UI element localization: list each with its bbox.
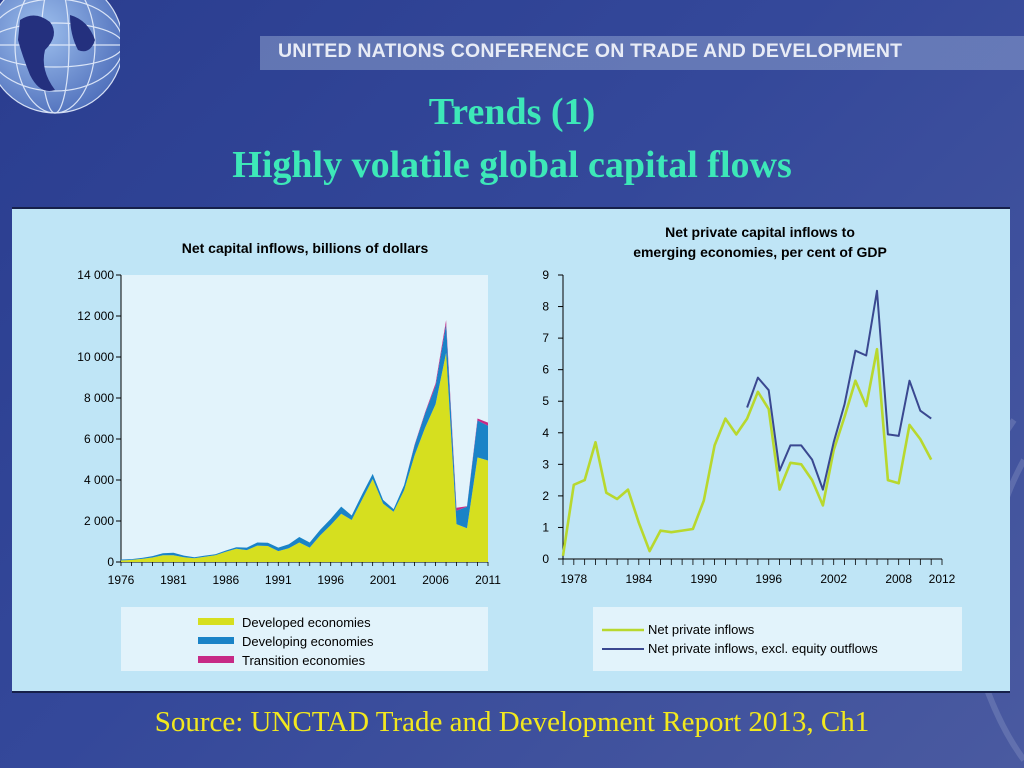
right-chart-ticks: 0 1 2 3 4 5 6 7 8 9 1978 1984 1990 1996 2002 2008 2012 <box>542 268 955 586</box>
right-y-tick-label: 2 <box>542 489 549 503</box>
charts-svg: Net capital inflows, billions of dollars… <box>77 224 962 671</box>
left-y-tick-label: 8 000 <box>84 391 114 405</box>
legend-label-developed: Developed economies <box>242 615 371 630</box>
left-x-tick-label: 1981 <box>160 573 187 587</box>
left-chart-areas <box>121 320 488 562</box>
left-y-tick-label: 10 000 <box>77 350 114 364</box>
charts-panel: Net capital inflows, billions of dollars… <box>12 207 1010 693</box>
banner-text: UNITED NATIONS CONFERENCE ON TRADE AND D… <box>278 40 903 62</box>
left-x-tick-label: 1986 <box>213 573 240 587</box>
legend-label-developing: Developing economies <box>242 634 374 649</box>
right-chart-lines <box>561 289 933 556</box>
right-x-tick-label: 1984 <box>625 572 652 586</box>
left-y-tick-label: 14 000 <box>77 268 114 282</box>
slide-title: Trends (1) <box>428 91 596 133</box>
legend-label-net-private-excl: Net private inflows, excl. equity outflo… <box>648 641 878 656</box>
legend-label-net-private: Net private inflows <box>648 622 755 637</box>
legend-swatch-transition <box>198 656 234 663</box>
globe-logo <box>0 0 120 114</box>
line-net-private-inflows <box>561 347 933 556</box>
left-chart-title: Net capital inflows, billions of dollars <box>182 240 429 256</box>
left-x-tick-label: 2011 <box>475 573 501 587</box>
legend-swatch-developed <box>198 618 234 625</box>
left-y-tick-label: 12 000 <box>77 309 114 323</box>
left-x-tick-label: 1991 <box>265 573 292 587</box>
left-x-tick-label: 1996 <box>317 573 344 587</box>
right-x-tick-label: 2012 <box>929 572 956 586</box>
right-x-tick-label: 2008 <box>885 572 912 586</box>
source-note: Source: UNCTAD Trade and Development Rep… <box>154 706 870 738</box>
left-x-tick-label: 2001 <box>370 573 397 587</box>
left-y-tick-label: 0 <box>107 555 114 569</box>
legend-label-transition: Transition economies <box>242 653 366 668</box>
right-y-tick-label: 9 <box>542 268 549 282</box>
left-y-tick-label: 6 000 <box>84 432 114 446</box>
left-legend: Developed economies Developing economies… <box>198 615 374 668</box>
left-x-tick-label: 2006 <box>422 573 449 587</box>
legend-swatch-developing <box>198 637 234 644</box>
right-x-tick-label: 1990 <box>690 572 717 586</box>
slide-subtitle: Highly volatile global capital flows <box>232 144 792 186</box>
right-x-tick-label: 2002 <box>820 572 847 586</box>
header-banner <box>260 36 1024 70</box>
right-y-tick-label: 4 <box>542 426 549 440</box>
right-y-tick-label: 5 <box>542 394 549 408</box>
right-y-tick-label: 6 <box>542 363 549 377</box>
right-y-tick-label: 8 <box>542 300 549 314</box>
right-y-tick-label: 1 <box>542 520 549 534</box>
right-x-tick-label: 1996 <box>755 572 782 586</box>
right-legend-box <box>593 607 962 671</box>
right-y-tick-label: 0 <box>542 552 549 566</box>
left-x-tick-label: 1976 <box>108 573 135 587</box>
area-developed-economies <box>121 352 488 562</box>
right-chart-title-line2: emerging economies, per cent of GDP <box>633 244 887 260</box>
right-chart-axes <box>562 275 942 560</box>
left-legend-box <box>121 607 488 671</box>
left-y-tick-label: 4 000 <box>84 473 114 487</box>
right-x-tick-label: 1978 <box>560 572 587 586</box>
right-y-tick-label: 3 <box>542 457 549 471</box>
left-y-tick-label: 2 000 <box>84 514 114 528</box>
right-legend: Net private inflows Net private inflows,… <box>602 622 878 656</box>
left-chart-ticks: 0 2 000 4 000 6 000 8 000 10 000 12 000 14 000 1… <box>77 268 501 587</box>
line-net-private-inflows-excl-equity-outflows <box>746 289 932 491</box>
right-y-tick-label: 7 <box>542 331 549 345</box>
right-chart-title-line1: Net private capital inflows to <box>665 224 855 240</box>
